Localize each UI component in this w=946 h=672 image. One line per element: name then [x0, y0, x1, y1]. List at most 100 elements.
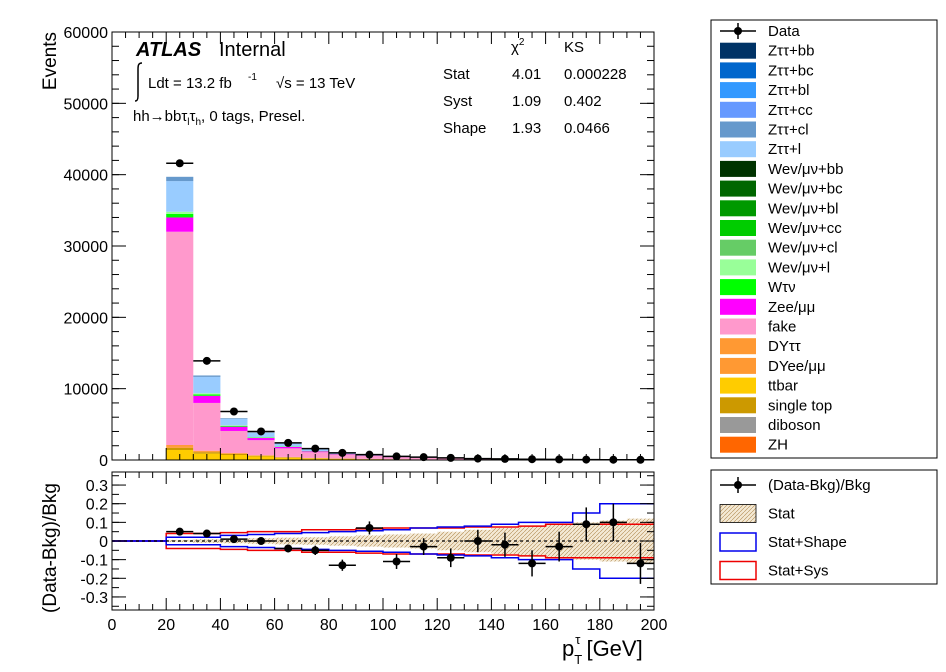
stacked-bars: [166, 176, 654, 460]
ratio-x-axis: 0 20 40 60 80 100 120 140 160 180 200: [108, 472, 668, 634]
x-tick-label-1: 20: [157, 617, 175, 634]
bar-segment-8-2: [166, 181, 194, 212]
main-y-axis-label: Events: [40, 32, 61, 90]
data-point-5: [257, 427, 266, 436]
ratio-point-12: [446, 553, 455, 562]
legend-swatch-19: [720, 397, 756, 414]
main-ytick-label-3: 30000: [64, 239, 109, 256]
ratio-point-14: [500, 540, 509, 549]
legend-label-1: Zττ+bb: [768, 43, 814, 60]
legend-label-14: Zee/μμ: [768, 299, 815, 316]
main-plot: 0 10000 20000 30000 40000 50000 60000 Events A…: [40, 25, 655, 470]
legend-label-21: ZH: [768, 437, 788, 454]
ratio-legend-label-2: Stat+Shape: [768, 534, 847, 551]
ratio-point-3: [202, 529, 211, 538]
ratio-plot: -0.3 -0.2-0.1 0 0.10.2 0.3 0 20 40 60 80 100 120 14…: [40, 471, 668, 667]
legend-swatch-7: [720, 160, 756, 177]
legend-label-13: Wτν: [768, 279, 796, 296]
stats-row-chi2-0: 4.01: [512, 66, 541, 83]
main-ytick-label-0: 0: [99, 453, 108, 470]
x-tick-label-0: 0: [108, 617, 117, 634]
legend-swatch-6: [720, 141, 756, 158]
ratio-point-2: [175, 527, 184, 536]
main-x-axis: [111, 32, 655, 460]
legend-label-15: fake: [768, 319, 796, 336]
energy-label: √s = 13 TeV: [276, 75, 355, 92]
legend-label-2: Zττ+bc: [768, 62, 814, 79]
legend-label-9: Wev/μν+bl: [768, 200, 838, 217]
main-ytick-label-2: 20000: [64, 310, 109, 327]
ratio-y-axis: -0.3 -0.2-0.1 0 0.10.2 0.3: [80, 475, 654, 607]
stat-band-9: [355, 535, 383, 547]
x-tick-label-9: 180: [586, 617, 613, 634]
ratio-legend-box-3: [719, 560, 757, 581]
legend-swatch-4: [720, 101, 756, 118]
ratio-legend-label-3: Stat+Sys: [768, 563, 828, 580]
bar-segment-9-3: [193, 375, 221, 377]
stats-row-chi2-2: 1.93: [512, 120, 541, 137]
chi2-header: χ2: [511, 37, 525, 56]
stats-table: Stat 4.01 0.000228 Syst 1.09 0.402 Shape 1.93 0.…: [443, 66, 627, 137]
bar-segment-2-2: [166, 446, 194, 448]
ratio-point-13: [473, 537, 482, 545]
data-points: [166, 159, 654, 464]
legend-swatch-2: [720, 62, 756, 79]
legend-label-17: DYee/μμ: [768, 358, 826, 375]
bar-segment-4-2: [166, 231, 194, 446]
legend-label-20: diboson: [768, 417, 821, 434]
ks-header: KS: [564, 39, 584, 56]
x-tick-label-7: 140: [478, 617, 505, 634]
bar-segment-9-2: [166, 176, 194, 182]
x-tick-label-2: 40: [212, 617, 230, 634]
bar-segment-5-3: [193, 395, 221, 403]
ratio-legend-dot-0: [734, 481, 742, 489]
main-ytick-label-6: 60000: [64, 25, 109, 42]
data-point-2: [175, 159, 184, 168]
legend-label-0: Data: [768, 23, 800, 40]
ratio-ytick-label-0: -0.3: [80, 590, 108, 607]
legend-swatch-11: [720, 239, 756, 256]
legend-label-6: Zττ+l: [768, 141, 801, 158]
lumi-exponent: -1: [248, 72, 257, 83]
legend-swatch-12: [720, 259, 756, 276]
bar-segment-6-4: [220, 425, 248, 427]
x-tick-label-4: 80: [320, 617, 338, 634]
bar-segment-5-6: [274, 446, 302, 449]
data-point-4: [229, 407, 238, 416]
legend-swatch-1: [720, 42, 756, 59]
stats-row-ks-0: 0.000228: [564, 66, 627, 83]
main-ytick-label-1: 10000: [64, 382, 109, 399]
legend-swatch-8: [720, 180, 756, 197]
bar-segment-4-4: [220, 430, 248, 454]
stats-row-label-2: Shape: [443, 120, 486, 137]
atlas-label: ATLAS: [135, 39, 202, 61]
bar-segment-7-3: [193, 393, 221, 395]
legend-label-4: Zττ+cc: [768, 102, 813, 119]
data-point-8: [338, 448, 347, 457]
bar-segment-1-2: [166, 447, 194, 451]
legend-marker-dot-0: [734, 27, 742, 35]
main-y-axis: 0 10000 20000 30000 40000 50000 60000: [64, 25, 654, 470]
bar-segment-4-5: [247, 440, 275, 456]
ratio-legend-hatch-1: [719, 504, 757, 523]
ratio-legend-label-0: (Data-Bkg)/Bkg: [768, 477, 871, 494]
bar-segment-5-4: [220, 426, 248, 431]
legend-swatch-16: [720, 338, 756, 355]
legend-label-7: Wev/μν+bb: [768, 161, 843, 178]
lumi-label: Ldt = 13.2 fb: [148, 75, 232, 92]
ratio-bands: [112, 502, 654, 580]
bar-segment-1-3: [193, 452, 221, 454]
x-tick-label-10: 200: [641, 617, 668, 634]
x-tick-label-5: 100: [370, 617, 397, 634]
ratio-ytick-label-5: 0.2: [86, 497, 108, 514]
legend-swatch-5: [720, 121, 756, 138]
stats-row-label-1: Syst: [443, 93, 473, 110]
legend-label-16: DYττ: [768, 338, 801, 355]
bar-segment-3-2: [166, 445, 194, 447]
integral-sign: [134, 62, 143, 102]
shape-band-upper: [112, 502, 654, 542]
ratio-legend-label-1: Stat: [768, 506, 796, 523]
legend-swatch-13: [720, 279, 756, 296]
ratio-ytick-label-4: 0.1: [86, 515, 108, 532]
